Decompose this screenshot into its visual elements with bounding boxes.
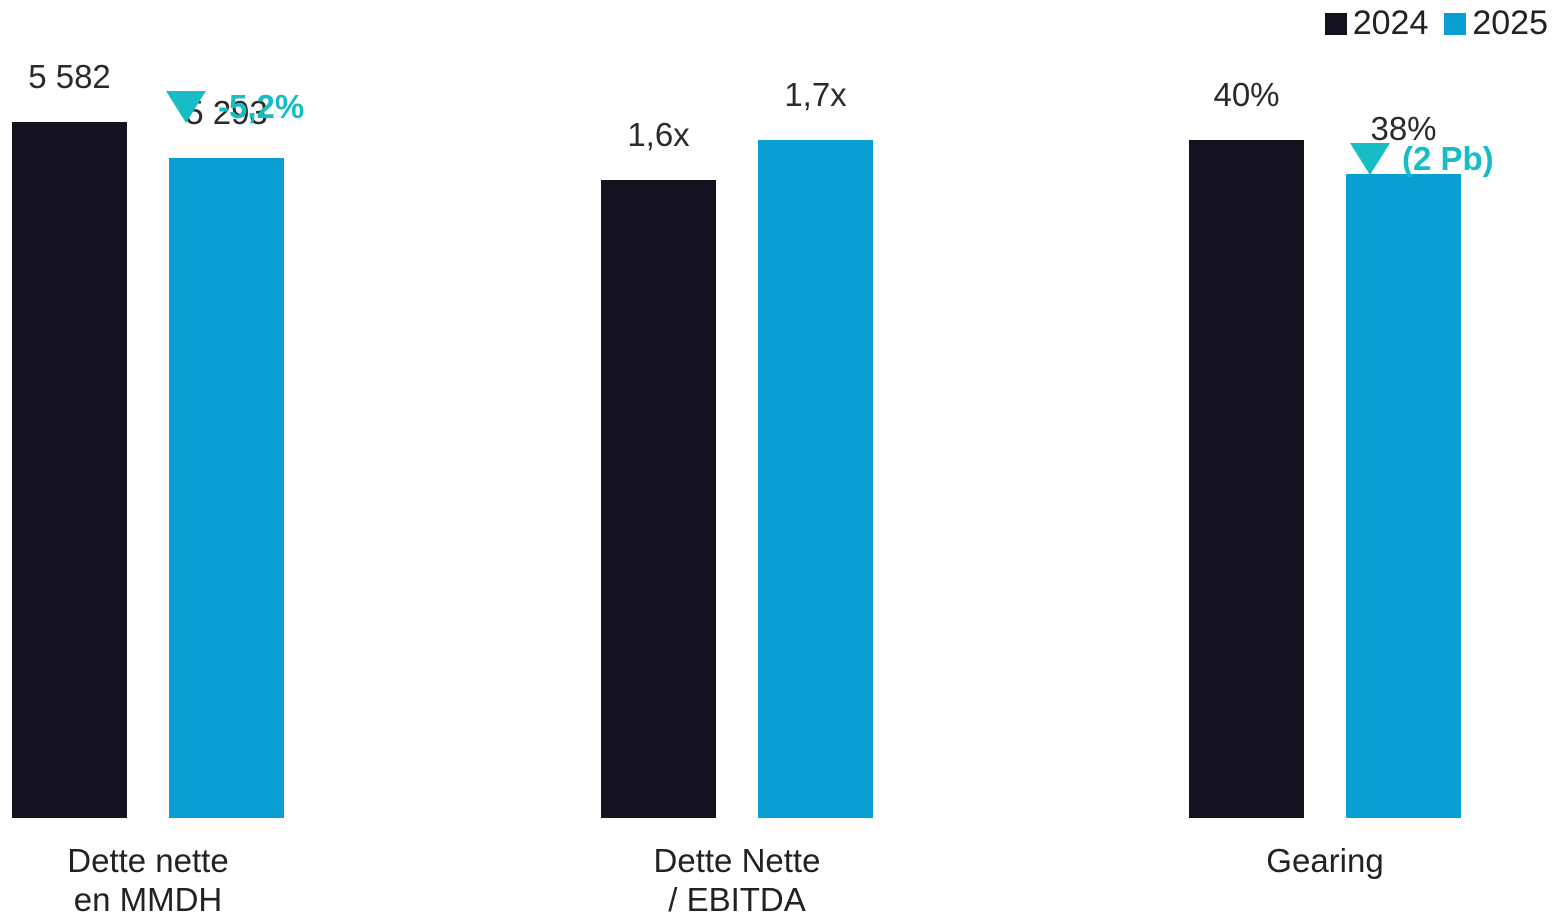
category-label-dette-ebitda: Dette Nette / EBITDA (557, 842, 917, 920)
change-annotation-text: (2 Pb) (1402, 140, 1494, 177)
bar-dette-ebitda-2025 (758, 140, 873, 818)
value-label-dette-ebitda-2025: 1,7x (784, 76, 847, 113)
legend-item-2024: 2024 (1324, 4, 1429, 43)
category-label-line: Gearing (1266, 842, 1384, 879)
value-label-gearing-2025: 38% (1370, 109, 1437, 147)
legend-swatch-2024 (1324, 12, 1347, 35)
category-label-line: Dette Nette (653, 842, 821, 879)
value-label-dette-nette-2024: 5 582 (28, 58, 111, 95)
bar-dette-nette-2024 (12, 122, 127, 818)
legend: 2024 2025 (1324, 4, 1548, 43)
down-triangle-icon (166, 90, 206, 123)
category-label-line: Dette nette (67, 842, 229, 879)
category-label-dette-nette: Dette nette en MMDH (0, 842, 328, 920)
down-triangle-icon (1350, 142, 1390, 175)
bar-gearing-2025 (1346, 173, 1461, 818)
value-label-gearing-2024: 40% (1213, 76, 1280, 113)
bar-dette-nette-2025 (169, 158, 284, 818)
value-label-dette-ebitda-2024: 1,6x (627, 115, 690, 153)
bar-dette-ebitda-2024 (601, 179, 716, 818)
category-label-line: / EBITDA (668, 880, 806, 918)
legend-label-2024: 2024 (1352, 4, 1429, 42)
change-annotation-gearing: (2 Pb) (1350, 142, 1494, 175)
legend-label-2025: 2025 (1472, 4, 1548, 42)
change-annotation-dette-nette: -5,2% (166, 90, 304, 123)
legend-swatch-2025 (1444, 12, 1467, 35)
category-label-line: en MMDH (73, 880, 223, 918)
legend-item-2025: 2025 (1444, 4, 1548, 43)
category-label-gearing: Gearing (1145, 842, 1505, 881)
change-annotation-text: -5,2% (218, 88, 305, 125)
bar-gearing-2024 (1189, 140, 1304, 818)
